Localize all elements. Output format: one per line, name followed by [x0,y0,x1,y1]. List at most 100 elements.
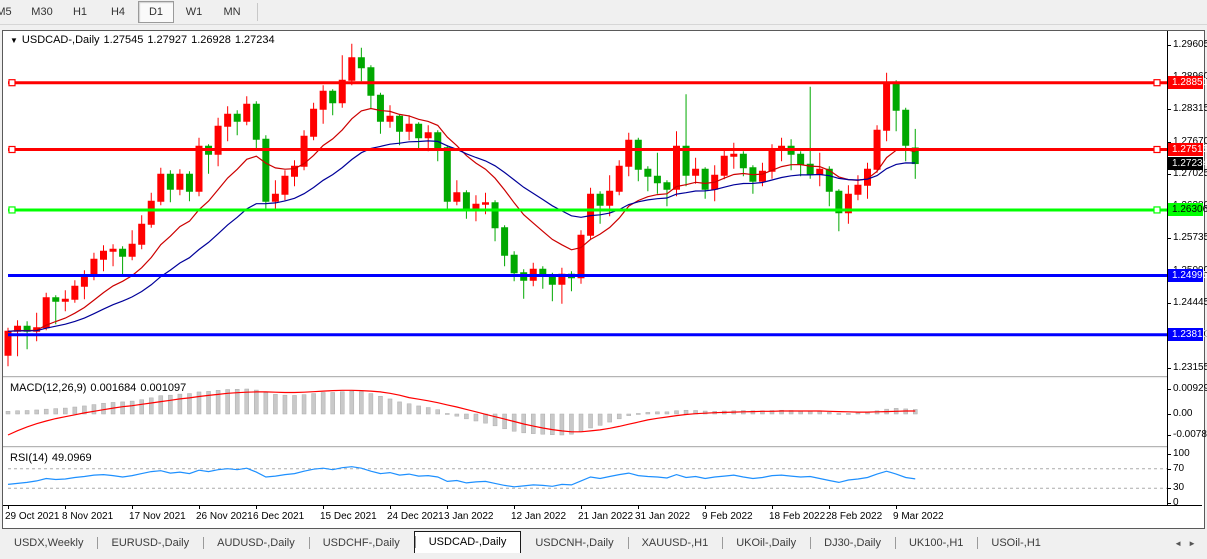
chart-tab-usoil-h1[interactable]: USOil-,H1 [977,533,1055,553]
axis-tick-label: 1.23155 [1173,362,1207,373]
chart-tab-uk100-h1[interactable]: UK100-,H1 [894,533,977,553]
date-label: 24 Dec 2021 [387,511,444,522]
timeframe-button-h1[interactable]: H1 [62,1,98,23]
level-handle[interactable] [1153,206,1161,214]
rsi-pane[interactable]: RSI(14) 49.0969 [3,449,1202,505]
chart-tab-xauusd-h1[interactable]: XAUUSD-,H1 [627,533,723,553]
chart-tab-usdcad-daily[interactable]: USDCAD-,Daily [413,531,522,553]
date-tick-mark [772,506,773,509]
rsi-value: 49.0969 [51,452,92,464]
ohlc-close: 1.27234 [234,34,275,46]
level-price-badge: 1.26306 [1168,203,1207,216]
date-label: 26 Nov 2021 [196,511,253,522]
timeframe-button-w1[interactable]: W1 [176,1,212,23]
date-tick-mark [638,506,639,509]
timeframe-button-mn[interactable]: MN [214,1,250,23]
date-tick-mark [132,506,133,509]
macd-pane[interactable]: MACD(12,26,9) 0.001684 0.001097 [3,379,1202,446]
macd-main-value: 0.001684 [90,382,137,394]
price-plot[interactable] [3,31,1202,376]
level-price-badge: 1.28851 [1168,76,1207,89]
macd-plot [5,388,918,436]
date-tick-mark [829,506,830,509]
chart-tab-usdchf-daily[interactable]: USDCHF-,Daily [308,533,414,553]
macd-label: MACD(12,26,9) [10,382,87,394]
axis-tick-label: 1.29605 [1173,39,1207,50]
axis-tick-label: 0.009293 [1173,383,1207,394]
axis-tick-mark [1168,45,1171,46]
date-tick-mark [447,506,448,509]
axis-tick-mark [1168,503,1171,504]
collapse-chart-icon[interactable]: ▼ [10,36,18,45]
toolbar-separator [257,3,258,21]
date-tick-mark [256,506,257,509]
date-label: 28 Feb 2022 [826,511,883,522]
chart-tab-usdcnh-daily[interactable]: USDCNH-,Daily [535,537,614,549]
axis-tick-label: 70 [1173,463,1185,474]
timeframe-toolbar: M5M30H1H4D1W1MN [0,0,1207,25]
pane-divider[interactable] [3,446,1202,449]
chart-tab-ukoil-daily[interactable]: UKOil-,Daily [722,533,810,553]
level-handle[interactable] [1153,79,1161,87]
rsi-title: RSI(14) 49.0969 [10,452,96,464]
pane-divider[interactable] [3,376,1202,379]
axis-tick-label: 1.24445 [1173,297,1207,308]
axis-tick-label: 0 [1173,497,1179,508]
axis-tick-mark [1168,414,1171,415]
date-label: 8 Nov 2021 [62,511,114,522]
chart-tab-dj30-daily[interactable]: DJ30-,Daily [810,533,895,553]
date-label: 9 Feb 2022 [702,511,753,522]
axis-tick-label: 1.28315 [1173,103,1207,114]
axis-tick-mark [1168,488,1171,489]
timeframe-button-m5[interactable]: M5 [0,1,22,23]
date-label: 15 Dec 2021 [320,511,377,522]
axis-tick-label: 100 [1173,448,1190,459]
date-tick-mark [896,506,897,509]
date-label: 29 Oct 2021 [5,511,60,522]
chart-symbol-label: USDCAD-,Daily [21,34,100,46]
level-handle[interactable] [8,145,16,154]
level-handle[interactable] [8,206,16,214]
date-tick-mark [705,506,706,509]
chart-tab-eurusd-daily[interactable]: EURUSD-,Daily [97,533,203,553]
tab-scroll-left-icon[interactable]: ◄ [1174,538,1183,548]
chart-tab-audusd-daily[interactable]: AUDUSD-,Daily [203,533,309,553]
ma-slow-line [7,140,916,332]
axis-tick-mark [1168,174,1171,175]
chart-tab-usdx-weekly[interactable]: USDX,Weekly [14,537,84,549]
axis-tick-label: 1.27025 [1173,168,1207,179]
level-handle[interactable] [1153,145,1161,154]
ohlc-low: 1.26928 [191,34,231,46]
date-label: 3 Jan 2022 [444,511,494,522]
date-tick-mark [8,506,9,509]
timeframe-button-h4[interactable]: H4 [100,1,136,23]
axis-tick-mark [1168,303,1171,304]
axis-tick-label: 1.27670 [1173,136,1207,147]
axis-tick-mark [1168,435,1171,436]
rsi-label: RSI(14) [10,452,48,464]
ohlc-high: 1.27927 [147,34,188,46]
axis-tick-label: 1.25735 [1173,232,1207,243]
timeframe-button-d1[interactable]: D1 [138,1,174,23]
level-handle[interactable] [8,79,16,87]
date-tick-mark [199,506,200,509]
level-price-badge: 1.27515 [1168,143,1207,156]
date-label: 21 Jan 2022 [578,511,634,522]
chart-title: ▼ USDCAD-,Daily 1.27545 1.27927 1.26928 1.272… [10,34,279,46]
current-price-badge: 1.27234 [1168,157,1207,170]
date-label: 31 Jan 2022 [635,511,691,522]
timeframe-button-m30[interactable]: M30 [24,1,60,23]
tab-scroll-right-icon[interactable]: ► [1188,538,1196,548]
macd-title: MACD(12,26,9) 0.001684 0.001097 [10,382,190,394]
candles [4,43,919,367]
axis-tick-mark [1168,454,1171,455]
axis-tick-mark [1168,142,1171,143]
axis-tick-mark [1168,109,1171,110]
date-label: 18 Feb 2022 [769,511,826,522]
axis-tick-label: 30 [1173,482,1185,493]
axis-tick-mark [1168,368,1171,369]
chart-window: ▼ USDCAD-,Daily 1.27545 1.27927 1.26928 1.272… [2,30,1207,529]
ma-fast-line [7,107,916,332]
price-pane[interactable]: ▼ USDCAD-,Daily 1.27545 1.27927 1.26928 1.272… [3,31,1202,376]
date-tick-mark [65,506,66,509]
